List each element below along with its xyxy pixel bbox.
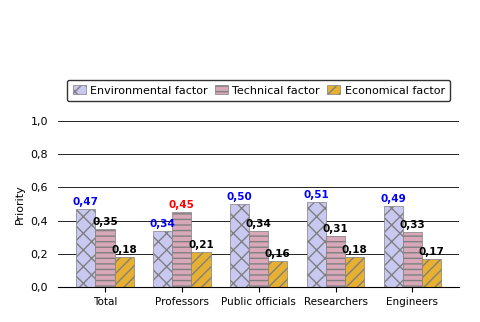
Bar	[307, 202, 326, 287]
Bar	[115, 257, 134, 287]
Text: 0,18: 0,18	[342, 245, 368, 255]
Text: 0,35: 0,35	[92, 217, 118, 227]
Text: 0,49: 0,49	[380, 194, 406, 204]
Text: 0,16: 0,16	[265, 249, 291, 259]
Text: 0,17: 0,17	[419, 247, 444, 257]
Bar	[268, 260, 288, 287]
Text: 0,51: 0,51	[303, 190, 329, 200]
Y-axis label: Priority: Priority	[15, 184, 25, 224]
Bar	[76, 209, 96, 287]
Bar	[384, 206, 403, 287]
Bar	[96, 229, 115, 287]
Text: 0,33: 0,33	[399, 220, 425, 230]
Bar	[403, 232, 422, 287]
Bar	[230, 204, 249, 287]
Text: 0,34: 0,34	[150, 219, 176, 229]
Text: 0,47: 0,47	[73, 197, 99, 207]
Bar	[153, 231, 172, 287]
Text: 0,21: 0,21	[188, 240, 214, 250]
Bar	[192, 252, 211, 287]
Text: 0,50: 0,50	[227, 192, 252, 202]
Bar	[422, 259, 441, 287]
Text: 0,34: 0,34	[246, 219, 272, 229]
Text: 0,31: 0,31	[323, 224, 348, 234]
Bar	[249, 231, 268, 287]
Bar	[345, 257, 364, 287]
Bar	[326, 236, 345, 287]
Bar	[172, 212, 192, 287]
Text: 0,45: 0,45	[169, 200, 195, 210]
Legend: Environmental factor, Technical factor, Economical factor: Environmental factor, Technical factor, …	[67, 80, 450, 101]
Text: 0,18: 0,18	[111, 245, 137, 255]
